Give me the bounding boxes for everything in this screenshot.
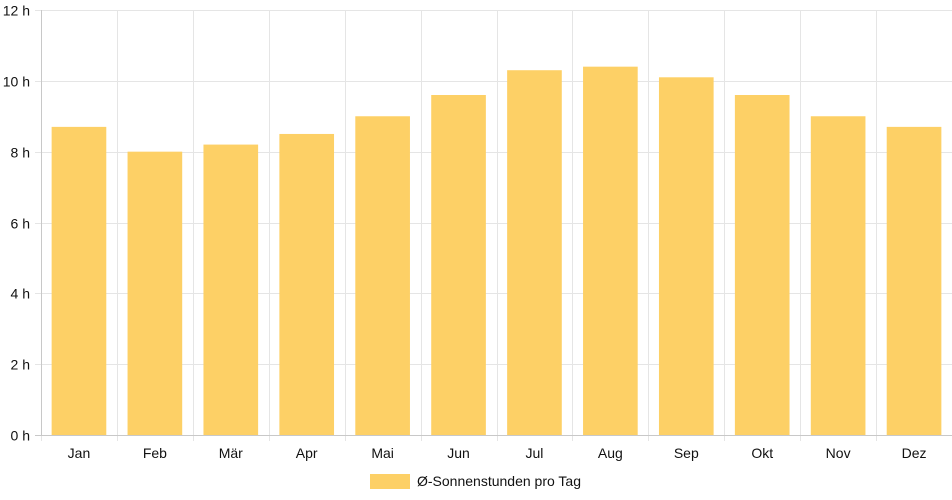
x-tick-label: Dez — [902, 445, 927, 461]
y-tick-label: 2 h — [11, 357, 30, 373]
x-tick-label: Nov — [826, 445, 851, 461]
x-tick-label: Mär — [219, 445, 243, 461]
x-tick-label: Mai — [371, 445, 394, 461]
bar-Aug[interactable] — [583, 66, 638, 436]
bar-Sep[interactable] — [658, 77, 714, 436]
bar-Dez[interactable] — [886, 126, 942, 435]
x-tick-label: Apr — [296, 445, 318, 461]
bar-Jul[interactable] — [507, 70, 562, 435]
x-tick-label: Jul — [526, 445, 544, 461]
x-tick-label: Jun — [447, 445, 470, 461]
bars — [51, 66, 942, 436]
legend-label: Ø-Sonnenstunden pro Tag — [417, 473, 581, 489]
bar-Okt[interactable] — [734, 95, 790, 435]
x-tick-label: Jan — [68, 445, 91, 461]
grid-lines — [35, 10, 952, 441]
bar-Jun[interactable] — [431, 95, 486, 435]
x-tick-label: Feb — [143, 445, 167, 461]
x-axis-tick-labels: Jan Feb Mär Apr Mai Jun Jul Aug Sep Okt Nov Dez — [68, 445, 927, 461]
bar-Mai[interactable] — [355, 116, 410, 435]
x-tick-label: Sep — [674, 445, 699, 461]
y-tick-label: 0 h — [11, 428, 30, 444]
bar-Feb[interactable] — [127, 151, 183, 435]
bar-Jan[interactable] — [51, 126, 107, 435]
legend[interactable]: Ø-Sonnenstunden pro Tag — [370, 473, 581, 489]
bar-Mär[interactable] — [203, 144, 259, 436]
y-tick-label: 10 h — [3, 74, 30, 90]
y-tick-label: 4 h — [11, 286, 30, 302]
y-tick-label: 6 h — [11, 216, 30, 232]
x-tick-label: Aug — [598, 445, 623, 461]
bar-Apr[interactable] — [279, 133, 335, 436]
bar-Nov[interactable] — [810, 116, 866, 435]
y-tick-label: 12 h — [3, 3, 30, 19]
x-tick-label: Okt — [751, 445, 773, 461]
y-axis-tick-labels: 0 h 2 h 4 h 6 h 8 h 10 h 12 h — [3, 3, 30, 444]
y-tick-label: 8 h — [11, 145, 30, 161]
legend-swatch — [370, 474, 410, 489]
axes — [35, 10, 952, 436]
